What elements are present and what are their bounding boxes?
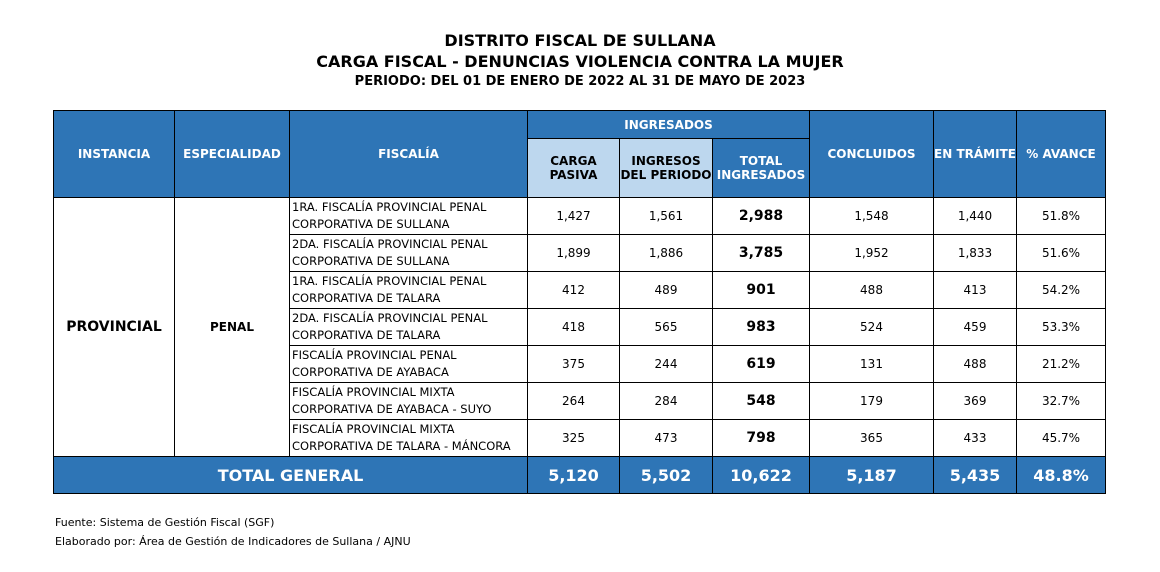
cell-ingresos: 489 [619, 271, 713, 309]
cell-total: 983 [712, 308, 810, 346]
table-row: PROVINCIAL PENAL 1RA. FISCALÍA PROVINCIA… [53, 197, 1106, 457]
cell-concluidos: 365 [809, 419, 934, 457]
total-ingresos: 5,502 [619, 456, 713, 494]
cell-tramite: 459 [933, 308, 1017, 346]
cell-avance: 51.8% [1016, 197, 1106, 235]
cell-tramite: 413 [933, 271, 1017, 309]
table-row: 2DA. FISCALÍA PROVINCIAL PENAL CORPORATIV… [54, 308, 1106, 346]
cell-fiscalia: 2DA. FISCALÍA PROVINCIAL PENAL CORPORATIV… [289, 234, 528, 272]
cell-fiscalia: FISCALÍA PROVINCIAL MIXTA CORPORATIVA DE … [289, 419, 528, 457]
cell-avance: 21.2% [1016, 345, 1106, 383]
total-carga-pasiva: 5,120 [527, 456, 620, 494]
cell-concluidos: 1,952 [809, 234, 934, 272]
cell-carga-pasiva: 418 [527, 308, 620, 346]
header-carga-pasiva: CARGA PASIVA [527, 138, 620, 198]
cell-instancia: PROVINCIAL [53, 197, 175, 457]
cell-total: 548 [712, 382, 810, 420]
cell-avance: 53.3% [1016, 308, 1106, 346]
header-fiscalia: FISCALÍA [289, 110, 528, 198]
header-ingresados: INGRESADOS [527, 110, 810, 139]
total-label: TOTAL GENERAL [53, 456, 528, 494]
cell-total: 901 [712, 271, 810, 309]
title-period: PERIODO: DEL 01 DE ENERO DE 2022 AL 31 D… [354, 74, 806, 89]
header-en-tramite: EN TRÁMITE [933, 110, 1017, 198]
cell-fiscalia: FISCALÍA PROVINCIAL MIXTA CORPORATIVA DE … [289, 382, 528, 420]
table-row: 2DA. FISCALÍA PROVINCIAL PENAL CORPORATIV… [54, 234, 1106, 272]
header-especialidad: ESPECIALIDAD [174, 110, 290, 198]
cell-fiscalia: FISCALÍA PROVINCIAL PENAL CORPORATIVA DE … [289, 345, 528, 383]
header-concluidos: CONCLUIDOS [809, 110, 934, 198]
cell-concluidos: 131 [809, 345, 934, 383]
carga-fiscal-table: INSTANCIA ESPECIALIDAD FISCALÍA INGRESAD… [53, 110, 1106, 494]
cell-total: 798 [712, 419, 810, 457]
header-total-ingresados: TOTAL INGRESADOS [712, 138, 810, 198]
report-title-block: DISTRITO FISCAL DE SULLANA CARGA FISCAL … [0, 30, 1160, 92]
cell-carga-pasiva: 1,899 [527, 234, 620, 272]
footer-source: Fuente: Sistema de Gestión Fiscal (SGF) [55, 516, 275, 529]
cell-total: 2,988 [712, 197, 810, 235]
cell-avance: 45.7% [1016, 419, 1106, 457]
cell-ingresos: 1,561 [619, 197, 713, 235]
cell-especialidad: PENAL [174, 197, 290, 457]
cell-tramite: 1,440 [933, 197, 1017, 235]
footer-notes: Fuente: Sistema de Gestión Fiscal (SGF) … [55, 513, 411, 551]
table-row: 1RA. FISCALÍA PROVINCIAL PENAL CORPORATIV… [54, 271, 1106, 309]
total-tramite: 5,435 [933, 456, 1017, 494]
header-ingresos-periodo: INGRESOS DEL PERIODO [619, 138, 713, 198]
cell-ingresos: 565 [619, 308, 713, 346]
cell-concluidos: 179 [809, 382, 934, 420]
total-concluidos: 5,187 [809, 456, 934, 494]
cell-tramite: 1,833 [933, 234, 1017, 272]
cell-tramite: 369 [933, 382, 1017, 420]
cell-ingresos: 244 [619, 345, 713, 383]
total-avance: 48.8% [1016, 456, 1106, 494]
title-report: CARGA FISCAL - DENUNCIAS VIOLENCIA CONTR… [316, 52, 844, 71]
cell-tramite: 488 [933, 345, 1017, 383]
cell-concluidos: 524 [809, 308, 934, 346]
table-row: FISCALÍA PROVINCIAL MIXTA CORPORATIVA DE … [54, 419, 1106, 457]
cell-concluidos: 488 [809, 271, 934, 309]
cell-ingresos: 284 [619, 382, 713, 420]
cell-concluidos: 1,548 [809, 197, 934, 235]
cell-fiscalia: 2DA. FISCALÍA PROVINCIAL PENAL CORPORATIV… [289, 308, 528, 346]
table-row: FISCALÍA PROVINCIAL PENAL CORPORATIVA DE … [54, 345, 1106, 383]
cell-total: 3,785 [712, 234, 810, 272]
header-avance: % AVANCE [1016, 110, 1106, 198]
cell-fiscalia: 1RA. FISCALÍA PROVINCIAL PENAL CORPORATIV… [289, 271, 528, 309]
footer-author: Elaborado por: Área de Gestión de Indica… [55, 535, 411, 548]
title-district: DISTRITO FISCAL DE SULLANA [444, 31, 716, 50]
cell-avance: 32.7% [1016, 382, 1106, 420]
cell-carga-pasiva: 325 [527, 419, 620, 457]
cell-ingresos: 1,886 [619, 234, 713, 272]
cell-ingresos: 473 [619, 419, 713, 457]
total-ingresados: 10,622 [712, 456, 810, 494]
header-instancia: INSTANCIA [53, 110, 175, 198]
total-row: TOTAL GENERAL 5,120 5,502 10,622 5,187 5… [53, 456, 1106, 494]
cell-avance: 51.6% [1016, 234, 1106, 272]
cell-fiscalia: 1RA. FISCALÍA PROVINCIAL PENAL CORPORATIV… [289, 197, 528, 235]
cell-avance: 54.2% [1016, 271, 1106, 309]
cell-total: 619 [712, 345, 810, 383]
cell-carga-pasiva: 412 [527, 271, 620, 309]
cell-carga-pasiva: 375 [527, 345, 620, 383]
cell-tramite: 433 [933, 419, 1017, 457]
cell-carga-pasiva: 1,427 [527, 197, 620, 235]
cell-carga-pasiva: 264 [527, 382, 620, 420]
